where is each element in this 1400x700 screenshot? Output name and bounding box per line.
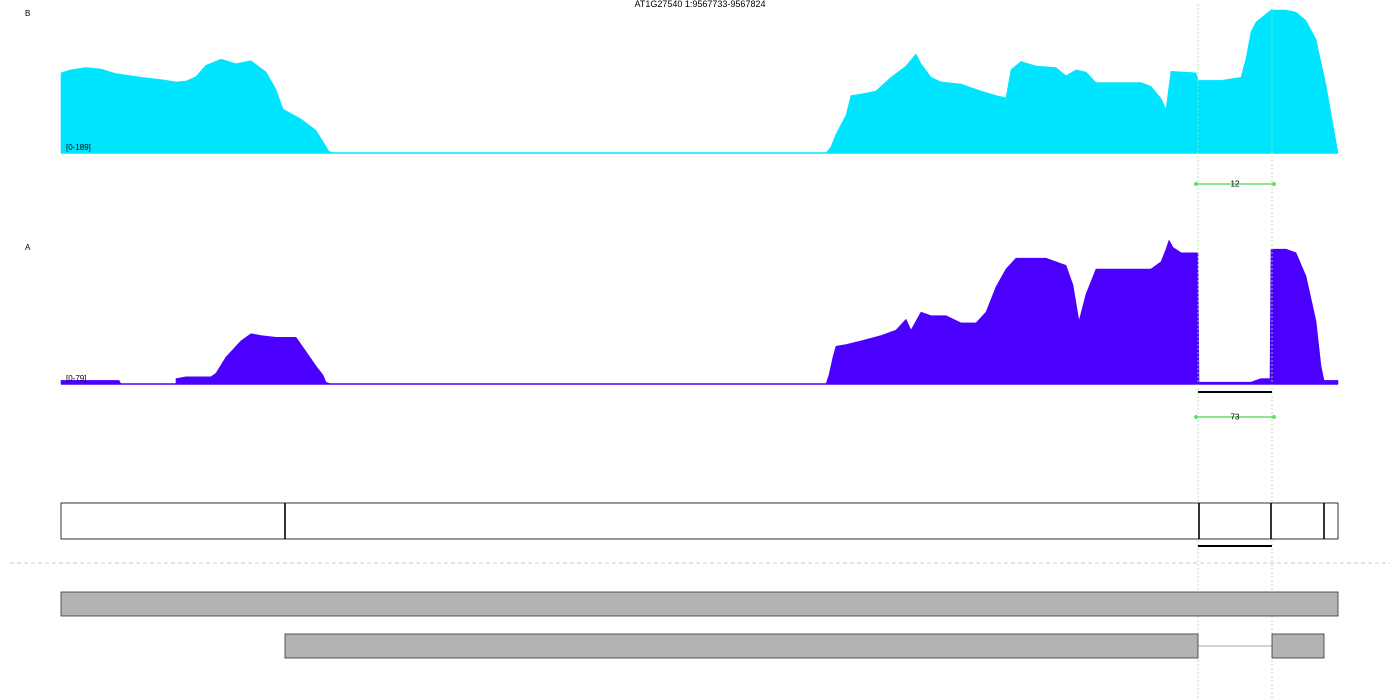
chart-title: AT1G27540 1:9567733-9567824 bbox=[634, 0, 766, 9]
track-name-a: A bbox=[25, 243, 31, 252]
coverage-area-b bbox=[60, 9, 1339, 154]
track-name-b: B bbox=[25, 9, 30, 18]
junction-end-left-1 bbox=[1194, 182, 1198, 186]
coverage-area-a bbox=[60, 239, 1339, 385]
transcript-2-exon-1 bbox=[284, 633, 1199, 659]
junction-end-left-2 bbox=[1194, 415, 1198, 419]
junction-end-right-2 bbox=[1272, 415, 1276, 419]
transcript-2-exon-2 bbox=[1271, 633, 1325, 659]
junction-end-right-1 bbox=[1272, 182, 1276, 186]
gene-model-box bbox=[60, 502, 1339, 540]
transcript-1-exon-1 bbox=[60, 591, 1339, 617]
junction-count-2: 73 bbox=[1231, 413, 1240, 422]
track-range-b: [0-189] bbox=[66, 143, 91, 152]
junction-count-1: 12 bbox=[1231, 180, 1240, 189]
track-range-a: [0-79] bbox=[66, 374, 86, 383]
